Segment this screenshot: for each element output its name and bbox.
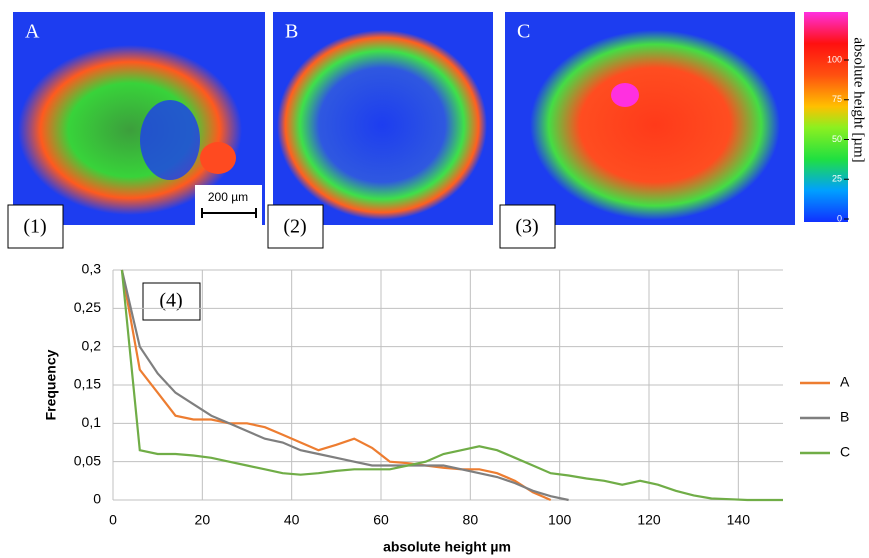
heightmap-a-hole [140, 100, 200, 180]
legend-label: A [840, 374, 850, 390]
panel-number-box [499, 204, 556, 249]
x-tick-label: 120 [637, 512, 661, 528]
panel-number: (3) [515, 216, 538, 238]
x-tick-label: 40 [284, 512, 300, 528]
heightmap-c-spot [611, 83, 639, 107]
annotation: (4) [159, 290, 182, 312]
panel-letter: A [25, 21, 40, 43]
x-tick-label: 60 [373, 512, 389, 528]
panel-letter: C [517, 21, 530, 43]
colorbar-tick-label: 100 [827, 54, 842, 64]
y-tick-label: 0 [93, 491, 101, 507]
heightmap-c-blob [530, 30, 780, 220]
panel-letter: B [285, 21, 298, 43]
y-tick-label: 0,1 [82, 414, 102, 430]
colorbar-label: absolute height [µm] [851, 37, 867, 162]
x-tick-label: 140 [727, 512, 751, 528]
x-tick-label: 0 [109, 512, 117, 528]
heightmap-a-spot [200, 142, 236, 174]
x-tick-label: 20 [195, 512, 211, 528]
colorbar [804, 12, 848, 222]
x-axis-title: absolute height µm [383, 539, 511, 555]
panel-number-box [7, 204, 64, 249]
y-tick-label: 0,15 [74, 376, 101, 392]
y-tick-label: 0,25 [74, 299, 101, 315]
colorbar-tick-label: 50 [832, 134, 842, 144]
y-axis-title: Frequency [43, 349, 59, 420]
legend-label: C [840, 444, 850, 460]
scale-bar-label: 200 µm [208, 190, 248, 204]
data-line [120, 269, 552, 502]
panel-number: (1) [23, 216, 46, 238]
annotation-box [142, 282, 201, 321]
panel-number: (2) [283, 216, 306, 238]
y-tick-label: 0,05 [74, 452, 101, 468]
y-tick-label: 0,3 [82, 261, 102, 277]
data-line [120, 269, 783, 502]
data-line [120, 269, 569, 502]
scale-bar-box [195, 185, 262, 225]
panel-number-box [267, 204, 324, 249]
x-tick-label: 80 [463, 512, 479, 528]
legend-label: B [840, 409, 849, 425]
y-tick-label: 0,2 [82, 337, 102, 353]
heightmap-b-blob [277, 30, 487, 220]
colorbar-tick-label: 0 [837, 213, 842, 223]
colorbar-tick-label: 25 [832, 174, 842, 184]
x-tick-label: 100 [548, 512, 572, 528]
colorbar-tick-label: 75 [832, 94, 842, 104]
